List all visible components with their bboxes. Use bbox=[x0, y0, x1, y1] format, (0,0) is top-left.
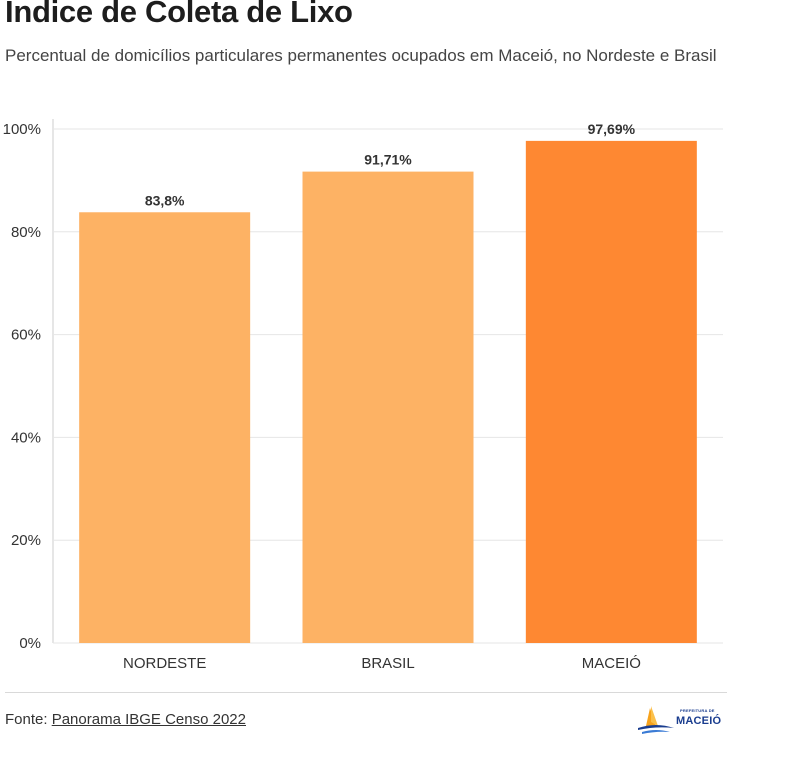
bar-brasil bbox=[302, 171, 474, 643]
y-tick-label: 100% bbox=[3, 121, 41, 138]
chart-subtitle: Percentual de domicílios particulares pe… bbox=[5, 46, 717, 65]
y-tick-label: 40% bbox=[11, 429, 41, 446]
source-link[interactable]: Panorama IBGE Censo 2022 bbox=[51, 711, 246, 728]
data-label: 83,8% bbox=[145, 192, 185, 208]
logo-wordmark: MACEIÓ bbox=[676, 715, 722, 727]
x-tick-label: NORDESTE bbox=[123, 655, 206, 672]
y-tick-label: 60% bbox=[11, 327, 41, 344]
labels: 0% 20% 40% 60% 80% 100% 83,8% NORDESTE 91,71% BRA… bbox=[3, 121, 641, 672]
x-tick-label: MACEIÓ bbox=[582, 655, 641, 672]
y-tick-label: 0% bbox=[19, 635, 41, 652]
sail-icon bbox=[638, 706, 674, 734]
chart-title: Índice de Coleta de Lixo bbox=[5, 0, 353, 29]
footer-divider bbox=[5, 692, 727, 693]
source-prefix: Fonte: bbox=[5, 711, 52, 728]
data-label: 91,71% bbox=[364, 152, 412, 168]
source-note: Fonte: Panorama IBGE Censo 2022 bbox=[5, 711, 246, 728]
y-tick-label: 80% bbox=[11, 224, 41, 241]
prefeitura-maceio-logo: PREFEITURA DE MACEIÓ bbox=[636, 704, 728, 736]
y-tick-label: 20% bbox=[11, 532, 41, 549]
bars bbox=[79, 140, 697, 643]
x-tick-label: BRASIL bbox=[361, 655, 414, 672]
bar-nordeste bbox=[79, 212, 251, 643]
bar-maceió bbox=[525, 140, 697, 643]
data-label: 97,69% bbox=[588, 121, 636, 137]
logo-tagline: PREFEITURA DE bbox=[680, 708, 715, 713]
bar-chart: 0% 20% 40% 60% 80% 100% 83,8% NORDESTE 91,71% BRA… bbox=[3, 119, 723, 672]
